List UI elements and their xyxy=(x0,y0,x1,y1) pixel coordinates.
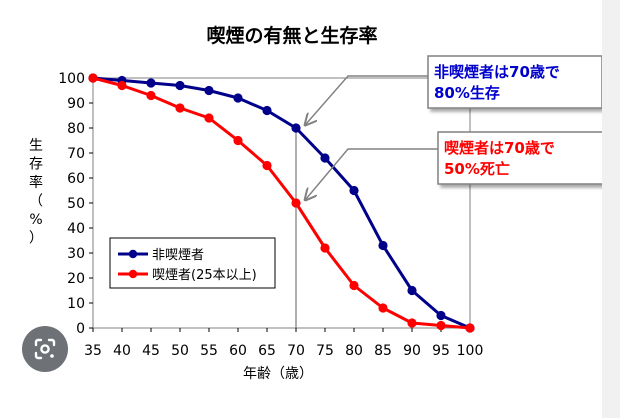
x-tick-label: 35 xyxy=(84,343,102,359)
annotation-2: 喫煙者は70歳で 50%死亡 xyxy=(306,131,613,199)
y-axis-label: 生存率 （% ） xyxy=(29,138,43,247)
x-axis-label: 年齢（歳） xyxy=(243,366,313,382)
x-tick-label: 100 xyxy=(457,343,484,359)
x-tick-label: 45 xyxy=(142,343,160,359)
data-point xyxy=(88,73,98,83)
y-axis-label-char: （ xyxy=(29,194,43,210)
data-point xyxy=(233,135,243,146)
annotation-text: 50%死亡 xyxy=(444,160,510,178)
data-point xyxy=(146,90,156,101)
x-tick-label: 40 xyxy=(113,343,131,359)
data-point xyxy=(407,285,417,296)
x-tick-label: 95 xyxy=(432,343,450,359)
data-point xyxy=(262,160,272,171)
y-axis-label-char: 生 xyxy=(29,138,43,154)
y-tick-label: 10 xyxy=(67,296,85,312)
x-tick-label: 55 xyxy=(200,343,218,359)
legend-label: 喫煙者(25本以上) xyxy=(152,268,257,283)
google-lens-button[interactable] xyxy=(22,326,68,372)
data-point xyxy=(117,80,127,91)
annotation-text: 喫煙者は70歳で xyxy=(444,139,555,157)
y-tick-label: 0 xyxy=(76,321,85,337)
data-point xyxy=(378,303,388,313)
page-gutter xyxy=(602,0,620,418)
annotation-box xyxy=(427,55,603,109)
annotation-text: 80%生存 xyxy=(434,84,500,102)
google-lens-icon xyxy=(34,338,56,360)
data-point xyxy=(320,243,330,253)
y-tick-label: 50 xyxy=(67,196,85,212)
y-tick-label: 80 xyxy=(67,121,85,137)
legend-box xyxy=(109,237,276,289)
series-2 xyxy=(88,73,475,333)
y-axis-label-char: ） xyxy=(29,231,43,247)
y-tick-label: 90 xyxy=(67,96,85,112)
legend-swatch-marker xyxy=(128,249,138,259)
data-point xyxy=(204,113,214,123)
annotation-arrow xyxy=(306,75,428,124)
legend-label: 非喫煙者 xyxy=(152,248,204,263)
data-point xyxy=(349,185,359,196)
data-point xyxy=(175,103,185,113)
y-axis-label-char: % xyxy=(29,212,42,228)
data-point xyxy=(262,105,272,116)
chart-title: 喫煙の有無と生存率 xyxy=(206,24,377,47)
legend-swatch-marker xyxy=(128,269,138,279)
y-tick-label: 100 xyxy=(58,71,85,87)
data-point xyxy=(407,318,417,328)
x-tick-label: 85 xyxy=(374,343,392,359)
y-tick-label: 70 xyxy=(67,146,85,162)
data-point xyxy=(320,153,330,163)
y-tick-label: 20 xyxy=(67,271,85,287)
data-point xyxy=(465,323,475,333)
x-tick-label: 60 xyxy=(229,343,247,359)
series-line xyxy=(92,76,471,330)
data-point xyxy=(291,198,301,208)
y-tick-label: 60 xyxy=(67,171,85,187)
series-1 xyxy=(88,73,475,333)
x-tick-label: 70 xyxy=(287,343,305,359)
x-tick-label: 75 xyxy=(316,343,334,359)
data-point xyxy=(436,310,446,321)
data-point xyxy=(204,85,214,96)
annotation-1: 非喫煙者は70歳で 80%生存 xyxy=(306,55,603,124)
annotation-box xyxy=(437,131,613,185)
annotation-text: 非喫煙者は70歳で xyxy=(434,63,560,81)
data-point xyxy=(233,93,243,103)
y-tick-label: 40 xyxy=(67,221,85,237)
data-point xyxy=(146,78,156,88)
y-axis-label-char: 率 xyxy=(29,174,43,191)
annotation-arrow xyxy=(306,148,438,199)
x-tick-label: 90 xyxy=(403,343,421,359)
x-tick-label: 65 xyxy=(258,343,276,359)
x-tick-label: 50 xyxy=(171,343,189,359)
data-point xyxy=(291,123,301,133)
x-tick-label: 80 xyxy=(345,343,363,359)
data-point xyxy=(378,240,388,251)
data-point xyxy=(349,280,359,291)
y-tick-label: 30 xyxy=(67,246,85,262)
data-point xyxy=(436,320,446,331)
y-axis-label-char: 存 xyxy=(29,157,43,173)
series-line xyxy=(92,76,471,330)
data-point xyxy=(175,80,185,91)
